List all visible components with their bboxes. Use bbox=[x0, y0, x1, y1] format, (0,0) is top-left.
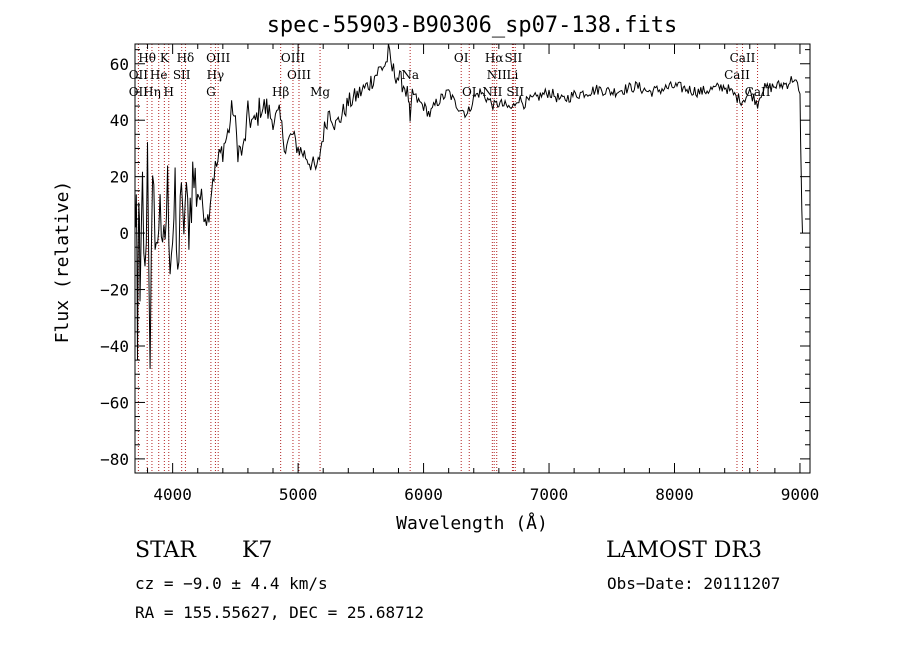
plot-frame bbox=[134, 43, 811, 474]
object-class: STAR bbox=[135, 538, 196, 563]
spectral-line-label: Li bbox=[506, 68, 518, 82]
x-tick-label: 4000 bbox=[153, 485, 192, 504]
y-tick-label: −20 bbox=[100, 281, 129, 300]
y-tick-label: −60 bbox=[100, 393, 129, 412]
spectral-line-label: CaII bbox=[730, 51, 756, 65]
spectral-line-label: CaII bbox=[724, 68, 750, 82]
x-tick-label: 6000 bbox=[404, 485, 443, 504]
spectral-line-label: NII bbox=[482, 85, 502, 99]
spectral-line-label: NII bbox=[487, 68, 507, 82]
y-tick-label: 40 bbox=[110, 111, 129, 130]
x-tick-label: 8000 bbox=[655, 485, 694, 504]
y-axis: −80 −60 −40 −20 0 20 40 60 bbox=[100, 49, 810, 474]
spectral-line-label: H bbox=[164, 85, 174, 99]
spectral-line-label: Hβ bbox=[272, 85, 289, 99]
x-axis-label: Wavelength (Å) bbox=[396, 512, 548, 534]
spectral-line-label: OII bbox=[129, 68, 149, 82]
spectral-line-label: SII bbox=[173, 68, 191, 82]
spectral-line-label: G bbox=[206, 85, 216, 99]
chart-title: spec-55903-B90306_sp07-138.fits bbox=[267, 13, 678, 38]
object-subclass: K7 bbox=[242, 538, 273, 563]
marker-lines bbox=[137, 44, 759, 473]
spectral-line-label: OI bbox=[454, 51, 469, 65]
x-tick-label: 9000 bbox=[781, 485, 820, 504]
spectral-line-label: SII bbox=[506, 85, 524, 99]
observation-date: Obs−Date: 20111207 bbox=[607, 574, 781, 593]
y-tick-label: 0 bbox=[119, 224, 129, 243]
redshift-velocity: cz = −9.0 ± 4.4 km/s bbox=[135, 574, 328, 593]
y-axis-label: Flux (relative) bbox=[52, 181, 73, 344]
spectral-line-label: Hθ bbox=[138, 51, 156, 65]
spectral-line-label: Hγ bbox=[207, 68, 225, 82]
spectral-line-label: SII bbox=[505, 51, 523, 65]
spectral-line-label: OIII bbox=[206, 51, 230, 65]
y-tick-label: 60 bbox=[110, 55, 129, 74]
spectral-line-label: Mg bbox=[310, 85, 330, 99]
y-tick-label: −40 bbox=[100, 337, 129, 356]
y-tick-label: 20 bbox=[110, 168, 129, 187]
spectral-line-label: Na bbox=[401, 68, 419, 82]
spectral-line-label: Hη bbox=[143, 85, 161, 99]
spectral-line-label: OIII bbox=[281, 51, 305, 65]
x-tick-label: 5000 bbox=[279, 485, 318, 504]
survey-name: LAMOST DR3 bbox=[606, 538, 762, 563]
spectral-line-label: OI bbox=[462, 85, 477, 99]
x-axis: 4000 5000 6000 7000 8000 9000 bbox=[147, 44, 820, 504]
series-line-flux bbox=[134, 43, 803, 370]
y-tick-label: −80 bbox=[100, 450, 129, 469]
x-tick-label: 7000 bbox=[530, 485, 569, 504]
spectral-line-label: Hα bbox=[485, 51, 504, 65]
spectrum-series bbox=[134, 43, 803, 370]
sky-coordinates: RA = 155.55627, DEC = 25.68712 bbox=[135, 603, 424, 622]
spectral-line-label: He bbox=[150, 68, 168, 82]
spectral-line-label: OIII bbox=[287, 68, 311, 82]
spectral-line-label: Hδ bbox=[177, 51, 195, 65]
spectral-line-label: K bbox=[160, 51, 170, 65]
